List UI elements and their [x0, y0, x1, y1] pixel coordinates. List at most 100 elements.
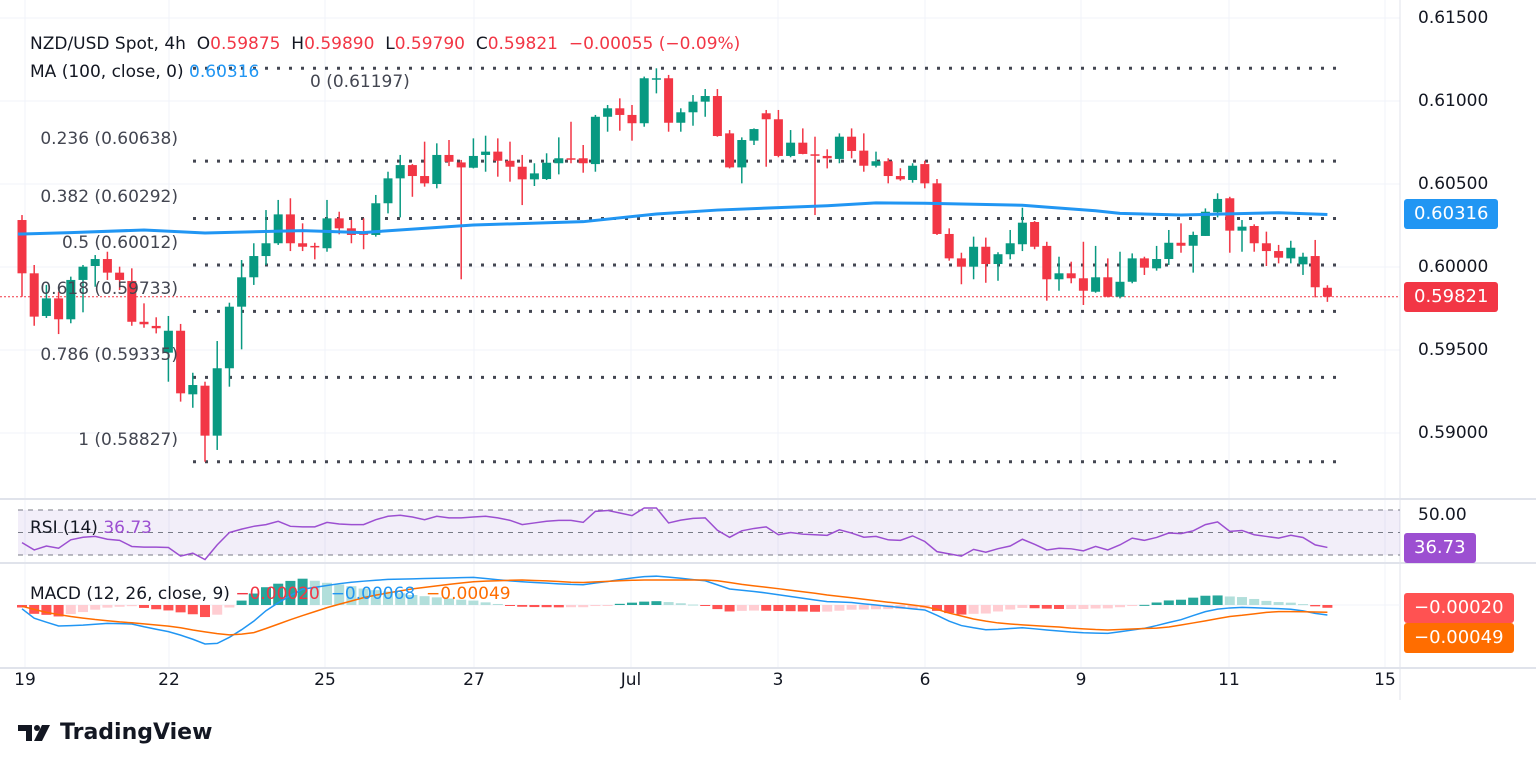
macd-histogram-bar: [541, 605, 552, 608]
candle: [700, 89, 710, 117]
candle: [871, 151, 881, 168]
macd-histogram-bar: [334, 584, 345, 605]
macd-histogram-bar: [1176, 599, 1186, 605]
macd-histogram-bar: [749, 605, 759, 611]
rsi-badge: 36.73: [1404, 533, 1476, 563]
macd-histogram-bar: [1029, 605, 1040, 609]
open-value: 0.59875: [210, 34, 281, 54]
candle-body: [1237, 226, 1247, 231]
macd-histogram-bar: [907, 605, 918, 609]
macd-histogram-bar: [980, 605, 991, 614]
candle-body: [944, 233, 954, 259]
candle: [1005, 229, 1015, 260]
macd-histogram-bar: [663, 602, 674, 605]
time-tick-label: 3: [772, 670, 784, 690]
candle-body: [1091, 277, 1101, 292]
macd-histogram-bar: [1017, 605, 1028, 608]
candle-body: [310, 245, 320, 248]
macd-histogram-bar: [578, 605, 589, 608]
candle: [1152, 245, 1162, 271]
macd-histogram-bar: [456, 599, 467, 605]
ma-value: 0.60316: [189, 62, 260, 82]
macd-legend[interactable]: MACD (12, 26, close, 9) −0.00020 −0.0006…: [30, 584, 511, 604]
candle-body: [1200, 211, 1210, 236]
fib-label: 0.382 (0.60292): [40, 186, 178, 207]
macd-signal-value: −0.00049: [426, 584, 511, 604]
macd-histogram-bar: [724, 605, 735, 612]
open-label: O: [196, 34, 211, 54]
candle: [651, 68, 661, 94]
macd-histogram-bar: [1200, 595, 1211, 605]
candle: [1054, 256, 1064, 291]
macd-histogram-bar: [1151, 602, 1162, 605]
candle-body: [993, 254, 1003, 265]
candle: [1249, 224, 1259, 252]
candle-body: [761, 113, 771, 120]
tradingview-logo[interactable]: TradingView: [18, 720, 212, 745]
macd-histogram-bar: [1127, 605, 1138, 607]
candle: [944, 228, 954, 261]
price-tick-label: 0.59000: [1418, 423, 1489, 443]
candle: [688, 95, 698, 126]
candle-body: [493, 151, 503, 161]
candle: [920, 160, 930, 189]
symbol-title[interactable]: NZD/USD Spot, 4h: [30, 34, 186, 54]
macd-histogram-bar: [370, 590, 381, 605]
macd-histogram-bar: [1224, 596, 1235, 605]
high-value: 0.59890: [304, 34, 375, 54]
candle-body: [1066, 273, 1076, 279]
candle-body: [17, 220, 27, 274]
macd-histogram-bar: [846, 605, 857, 610]
macd-histogram-bar: [358, 588, 369, 605]
macd-histogram-bar: [1188, 597, 1199, 605]
candle: [676, 108, 686, 132]
candle-body: [529, 173, 539, 180]
macd-histogram-bar: [871, 605, 881, 610]
candle-body: [1322, 287, 1332, 297]
macd-histogram-bar: [1261, 600, 1272, 605]
candle-body: [639, 78, 649, 124]
fib-label: 0.236 (0.60638): [40, 129, 178, 150]
candle-body: [712, 96, 722, 137]
candle: [566, 121, 576, 164]
candle: [859, 133, 869, 172]
candle: [1066, 261, 1076, 284]
macd-histogram-bar: [224, 605, 235, 608]
candle: [249, 243, 259, 285]
candle: [639, 76, 649, 127]
macd-histogram-bar: [1310, 605, 1321, 607]
high-label: H: [291, 34, 305, 54]
candle: [712, 89, 722, 137]
time-tick-label: 25: [314, 670, 336, 690]
macd-histogram-bar: [810, 605, 820, 612]
candle-body: [90, 259, 100, 267]
candle-body: [590, 116, 600, 165]
macd-histogram-bar: [126, 605, 137, 607]
candle-body: [932, 183, 942, 234]
candle-body: [908, 165, 918, 181]
rsi-value: 36.73: [103, 518, 152, 538]
candle-body: [1310, 256, 1320, 288]
candle: [151, 317, 161, 334]
rsi-legend[interactable]: RSI (14) 36.73: [30, 518, 152, 538]
time-tick-label: 9: [1075, 670, 1087, 690]
candle: [956, 252, 966, 285]
candle: [1139, 256, 1149, 275]
candle: [822, 149, 832, 169]
candle-body: [981, 246, 991, 265]
candle: [786, 130, 796, 158]
candle-body: [407, 165, 417, 177]
candle-body: [371, 203, 381, 235]
ma-legend[interactable]: MA (100, close, 0) 0.60316: [30, 62, 259, 82]
candle-body: [395, 165, 405, 179]
macd-histogram-bar: [1115, 605, 1125, 608]
candle: [932, 179, 942, 235]
candle-body: [1274, 251, 1284, 258]
candle-body: [1030, 222, 1040, 247]
macd-histogram-bar: [236, 600, 247, 605]
macd-value: −0.00068: [330, 584, 416, 604]
macd-histogram-bar: [261, 587, 271, 605]
candle-body: [66, 279, 76, 320]
macd-histogram-bar: [480, 602, 491, 605]
